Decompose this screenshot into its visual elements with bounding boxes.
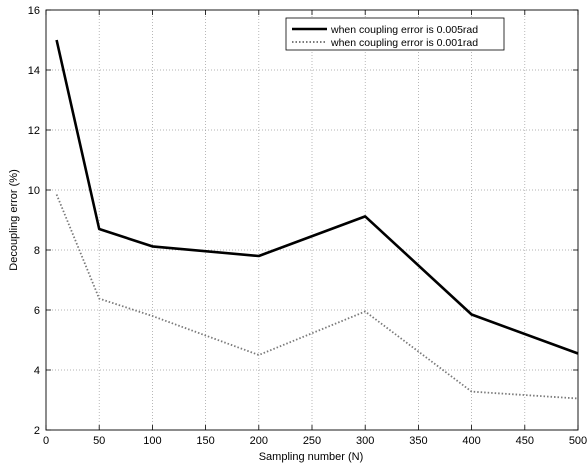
y-tick-label: 10	[28, 185, 40, 197]
y-axis-label: Decoupling error (%)	[8, 169, 20, 270]
legend: when coupling error is 0.005rad when cou…	[285, 17, 505, 51]
x-tick-label: 350	[409, 435, 427, 447]
x-tick-label: 300	[356, 435, 374, 447]
x-tick-label: 450	[516, 435, 534, 447]
x-axis-label: Sampling number (N)	[259, 451, 364, 463]
plot-frame	[45, 9, 579, 431]
x-tick-label: 250	[303, 435, 321, 447]
axes	[45, 9, 579, 431]
x-tick-label: 200	[250, 435, 268, 447]
legend-label-series-1: when coupling error is 0.005rad	[330, 24, 478, 36]
x-tick-label: 500	[569, 435, 587, 447]
legend-label-series-2: when coupling error is 0.001rad	[330, 37, 478, 49]
tick-labels: 0 50 100 150 200 250 300 350 400 450 500 2 4 6 8 10 12 14…	[28, 5, 587, 447]
y-tick-label: 2	[34, 425, 40, 437]
legend-box	[285, 17, 505, 51]
x-tick-label: 150	[196, 435, 214, 447]
y-tick-label: 14	[28, 65, 40, 77]
y-tick-label: 4	[34, 365, 40, 377]
x-tick-label: 50	[93, 435, 105, 447]
y-tick-label: 6	[34, 305, 40, 317]
x-tick-label: 400	[462, 435, 480, 447]
grid	[46, 10, 578, 430]
y-tick-label: 12	[28, 125, 40, 137]
series-line-1	[55, 39, 579, 355]
series-line-2	[55, 194, 579, 400]
y-tick-label: 8	[34, 245, 40, 257]
x-tick-label: 0	[43, 435, 49, 447]
y-tick-label: 16	[28, 5, 40, 17]
series-lines	[55, 39, 579, 400]
x-tick-label: 100	[143, 435, 161, 447]
